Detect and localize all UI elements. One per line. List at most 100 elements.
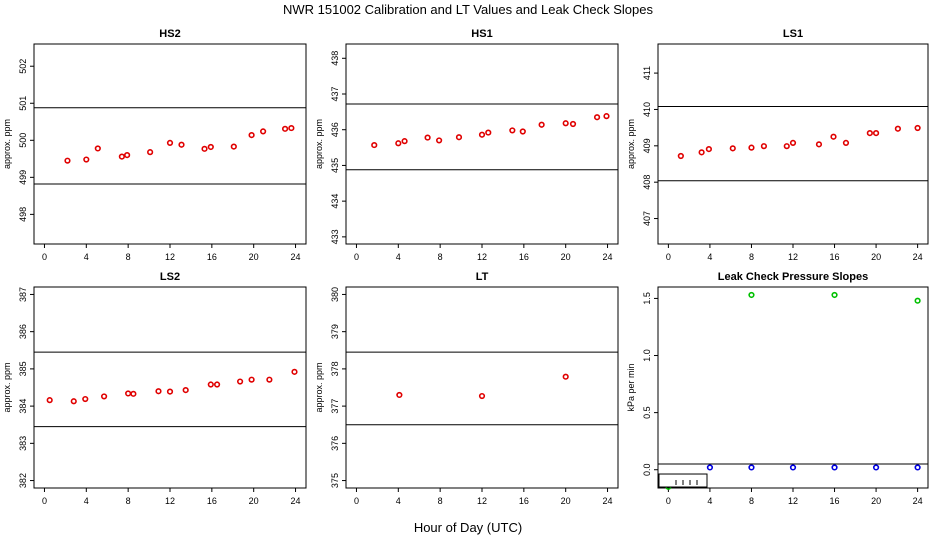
- y-tick-label: 382: [18, 473, 28, 488]
- y-tick-label: 378: [330, 361, 340, 376]
- data-point: [207, 381, 214, 388]
- y-tick-label: 384: [18, 399, 28, 414]
- y-tick-label: 501: [18, 96, 28, 111]
- plot-frame: [657, 286, 929, 489]
- x-tick-label: 4: [84, 252, 89, 262]
- x-tick-label: 16: [830, 252, 840, 262]
- y-tick-label: 435: [330, 158, 340, 173]
- y-tick-label: 377: [330, 399, 340, 414]
- data-point: [166, 388, 174, 395]
- data-point: [130, 390, 137, 397]
- data-point: [260, 128, 267, 135]
- x-tick-label: 12: [788, 496, 798, 506]
- data-point: [698, 149, 705, 156]
- data-point: [705, 145, 712, 153]
- data-point: [538, 121, 545, 128]
- data-point: [70, 398, 77, 405]
- data-point: [266, 376, 273, 383]
- plot-frame: [345, 43, 619, 245]
- y-tick-label: 410: [642, 102, 652, 117]
- y-tick-label: 433: [330, 229, 340, 244]
- y-tick-label: 438: [330, 51, 340, 66]
- x-tick-label: 8: [126, 496, 131, 506]
- data-point: [147, 149, 154, 156]
- x-tick-label: 4: [707, 496, 712, 506]
- data-point: [248, 376, 255, 383]
- x-tick-label: 12: [788, 252, 798, 262]
- x-tick-label: 0: [42, 496, 47, 506]
- data-point: [872, 129, 880, 137]
- y-tick-label: 502: [18, 59, 28, 74]
- x-tick-label: 24: [603, 496, 613, 506]
- data-point: [248, 132, 255, 139]
- x-tick-label: 20: [871, 496, 881, 506]
- y-tick-label: 375: [330, 473, 340, 488]
- panel-ls2: LS2 approx. ppm 0 4 8 12 16 20 24 382 383 384 385 386…: [2, 271, 307, 506]
- y-axis-label: approx. ppm: [314, 119, 324, 169]
- panels: HS2 approx. ppm 0 4 8 12 16 20 24 498 499 500 501 502…: [2, 28, 929, 506]
- x-tick-label: 8: [438, 496, 443, 506]
- y-tick-label: 386: [18, 324, 28, 339]
- x-tick-label: 8: [438, 252, 443, 262]
- data-point: [395, 140, 402, 147]
- x-tick-label: 24: [291, 252, 301, 262]
- data-point: [815, 141, 823, 148]
- data-point: [519, 128, 526, 135]
- x-tick-label: 16: [519, 496, 529, 506]
- data-point: [155, 388, 162, 395]
- panel-hs1: HS1 approx. ppm 0 4 8 12 16 20 24 433 434 435 436 437…: [314, 28, 619, 262]
- x-tick-label: 16: [207, 496, 217, 506]
- data-point: [125, 390, 132, 397]
- y-axis-label: approx. ppm: [2, 119, 12, 169]
- x-tick-label: 24: [291, 496, 301, 506]
- data-point: [562, 120, 569, 127]
- data-point: [783, 143, 790, 150]
- data-point: [100, 393, 108, 400]
- y-axis-label: approx. ppm: [2, 362, 12, 412]
- data-point: [831, 291, 838, 299]
- data-point: [706, 464, 714, 471]
- y-tick-label: 409: [642, 138, 652, 153]
- data-point: [729, 145, 736, 152]
- data-point: [288, 124, 295, 132]
- data-point: [201, 145, 208, 152]
- x-tick-label: 20: [561, 252, 571, 262]
- y-tick-label: 407: [642, 211, 652, 226]
- y-axis-label: approx. ppm: [314, 362, 324, 412]
- x-tick-label: 8: [749, 496, 754, 506]
- y-axis-label: approx. ppm: [626, 119, 636, 169]
- y-tick-label: 408: [642, 175, 652, 190]
- y-tick-label: 379: [330, 324, 340, 339]
- plot-frame: [657, 43, 929, 245]
- data-point: [478, 392, 486, 400]
- data-point: [593, 114, 601, 121]
- data-point: [118, 153, 125, 160]
- y-axis-label: kPa per min: [626, 363, 636, 411]
- x-tick-label: 0: [666, 496, 671, 506]
- x-tick-label: 4: [396, 252, 401, 262]
- data-point: [562, 373, 569, 380]
- x-tick-label: 20: [561, 496, 571, 506]
- panel-title: LT: [476, 271, 489, 283]
- y-tick-label: 436: [330, 122, 340, 137]
- y-tick-label: 380: [330, 287, 340, 302]
- data-point: [436, 137, 443, 144]
- data-point: [914, 297, 921, 304]
- data-point: [509, 127, 516, 134]
- x-tick-label: 24: [603, 252, 613, 262]
- y-tick-label: 498: [18, 207, 28, 222]
- data-point: [82, 395, 89, 403]
- x-tick-label: 20: [249, 496, 259, 506]
- data-point: [424, 134, 431, 141]
- data-point: [94, 145, 101, 152]
- panel-leak-check-pressure-slopes: Leak Check Pressure Slopes kPa per min 0 4 8…: [626, 271, 929, 506]
- panel-ls1: LS1 approx. ppm 0 4 8 12 16 20 24 407 408 409 410 411: [626, 28, 929, 262]
- data-point: [182, 387, 189, 394]
- x-tick-label: 0: [354, 496, 359, 506]
- data-point: [914, 464, 921, 471]
- data-point: [748, 291, 755, 299]
- plot-frame: [33, 286, 307, 489]
- data-point: [178, 141, 185, 148]
- x-tick-label: 8: [126, 252, 131, 262]
